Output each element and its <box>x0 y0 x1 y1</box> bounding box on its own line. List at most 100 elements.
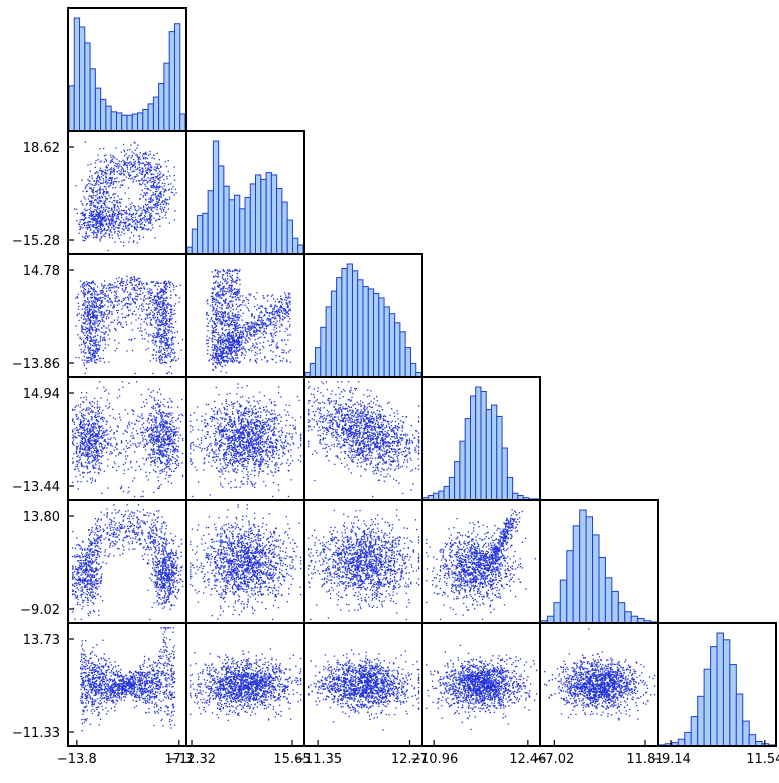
scatter-point <box>128 163 129 164</box>
scatter-point <box>133 242 134 243</box>
scatter-point <box>173 166 174 167</box>
scatter-point <box>159 410 160 411</box>
scatter-point <box>235 316 236 317</box>
scatter-point <box>249 334 250 335</box>
scatter-point <box>95 307 96 308</box>
scatter-point <box>93 318 94 319</box>
scatter-point <box>238 318 239 319</box>
scatter-point <box>85 321 86 322</box>
scatter-point <box>246 297 247 298</box>
scatter-point <box>84 222 85 223</box>
scatter-point <box>170 415 171 416</box>
scatter-point <box>152 185 153 186</box>
scatter-point <box>240 309 241 310</box>
scatter-point <box>173 447 174 448</box>
scatter-point <box>95 318 96 319</box>
scatter-point <box>161 343 162 344</box>
scatter-point <box>96 322 97 323</box>
scatter-point <box>91 211 92 212</box>
scatter-point <box>84 311 85 312</box>
scatter-point <box>231 282 232 283</box>
scatter-point <box>174 358 175 359</box>
scatter-point <box>83 191 84 192</box>
scatter-point <box>240 331 241 332</box>
scatter-point <box>83 476 84 477</box>
scatter-panel-r1-c0 <box>68 131 186 254</box>
scatter-point <box>153 218 154 219</box>
scatter-point <box>166 454 167 455</box>
scatter-point <box>95 327 96 328</box>
scatter-point <box>174 353 175 354</box>
scatter-point <box>144 219 145 220</box>
scatter-point <box>102 223 103 224</box>
scatter-point <box>133 181 134 182</box>
scatter-point <box>96 291 97 292</box>
scatter-point <box>95 160 96 161</box>
scatter-point <box>108 226 109 227</box>
scatter-point <box>87 164 88 165</box>
scatter-point <box>105 344 106 345</box>
scatter-point <box>207 350 208 351</box>
scatter-point <box>253 326 254 327</box>
scatter-point <box>144 288 145 289</box>
scatter-point <box>228 340 229 341</box>
scatter-point <box>104 161 105 162</box>
scatter-point <box>168 321 169 322</box>
scatter-point <box>84 349 85 350</box>
scatter-point <box>285 294 286 295</box>
scatter-point <box>144 209 145 210</box>
scatter-point <box>166 318 167 319</box>
scatter-point <box>153 358 154 359</box>
scatter-point <box>140 287 141 288</box>
scatter-point <box>143 229 144 230</box>
scatter-point <box>222 283 223 284</box>
scatter-point <box>88 183 89 184</box>
scatter-point <box>178 302 179 303</box>
scatter-point <box>175 294 176 295</box>
scatter-point <box>86 396 87 397</box>
scatter-point <box>254 331 255 332</box>
scatter-point <box>79 337 80 338</box>
scatter-point <box>159 226 160 227</box>
scatter-point <box>133 159 134 160</box>
scatter-point <box>216 362 217 363</box>
scatter-point <box>147 341 148 342</box>
scatter-point <box>146 161 147 162</box>
scatter-point <box>159 409 160 410</box>
scatter-point <box>212 333 213 334</box>
scatter-point <box>247 328 248 329</box>
scatter-point <box>163 447 164 448</box>
scatter-point <box>122 285 123 286</box>
scatter-point <box>137 416 138 417</box>
scatter-point <box>234 270 235 271</box>
scatter-point <box>262 346 263 347</box>
scatter-point <box>218 337 219 338</box>
scatter-point <box>118 208 119 209</box>
scatter-point <box>173 194 174 195</box>
scatter-point <box>157 166 158 167</box>
scatter-point <box>98 411 99 412</box>
scatter-point <box>122 317 123 318</box>
scatter-point <box>163 209 164 210</box>
scatter-point <box>159 486 160 487</box>
scatter-point <box>156 360 157 361</box>
scatter-point <box>230 354 231 355</box>
scatter-point <box>110 305 111 306</box>
scatter-point <box>160 303 161 304</box>
scatter-point <box>224 341 225 342</box>
scatter-point <box>131 164 132 165</box>
scatter-point <box>174 210 175 211</box>
scatter-point <box>90 321 91 322</box>
scatter-point <box>109 183 110 184</box>
scatter-point <box>78 357 79 358</box>
scatter-point <box>91 448 92 449</box>
scatter-point <box>261 312 262 313</box>
scatter-point <box>106 291 107 292</box>
scatter-point <box>110 225 111 226</box>
scatter-point <box>164 201 165 202</box>
scatter-point <box>157 305 158 306</box>
scatter-point <box>282 316 283 317</box>
scatter-point <box>147 315 148 316</box>
scatter-point <box>257 347 258 348</box>
scatter-point <box>130 169 131 170</box>
